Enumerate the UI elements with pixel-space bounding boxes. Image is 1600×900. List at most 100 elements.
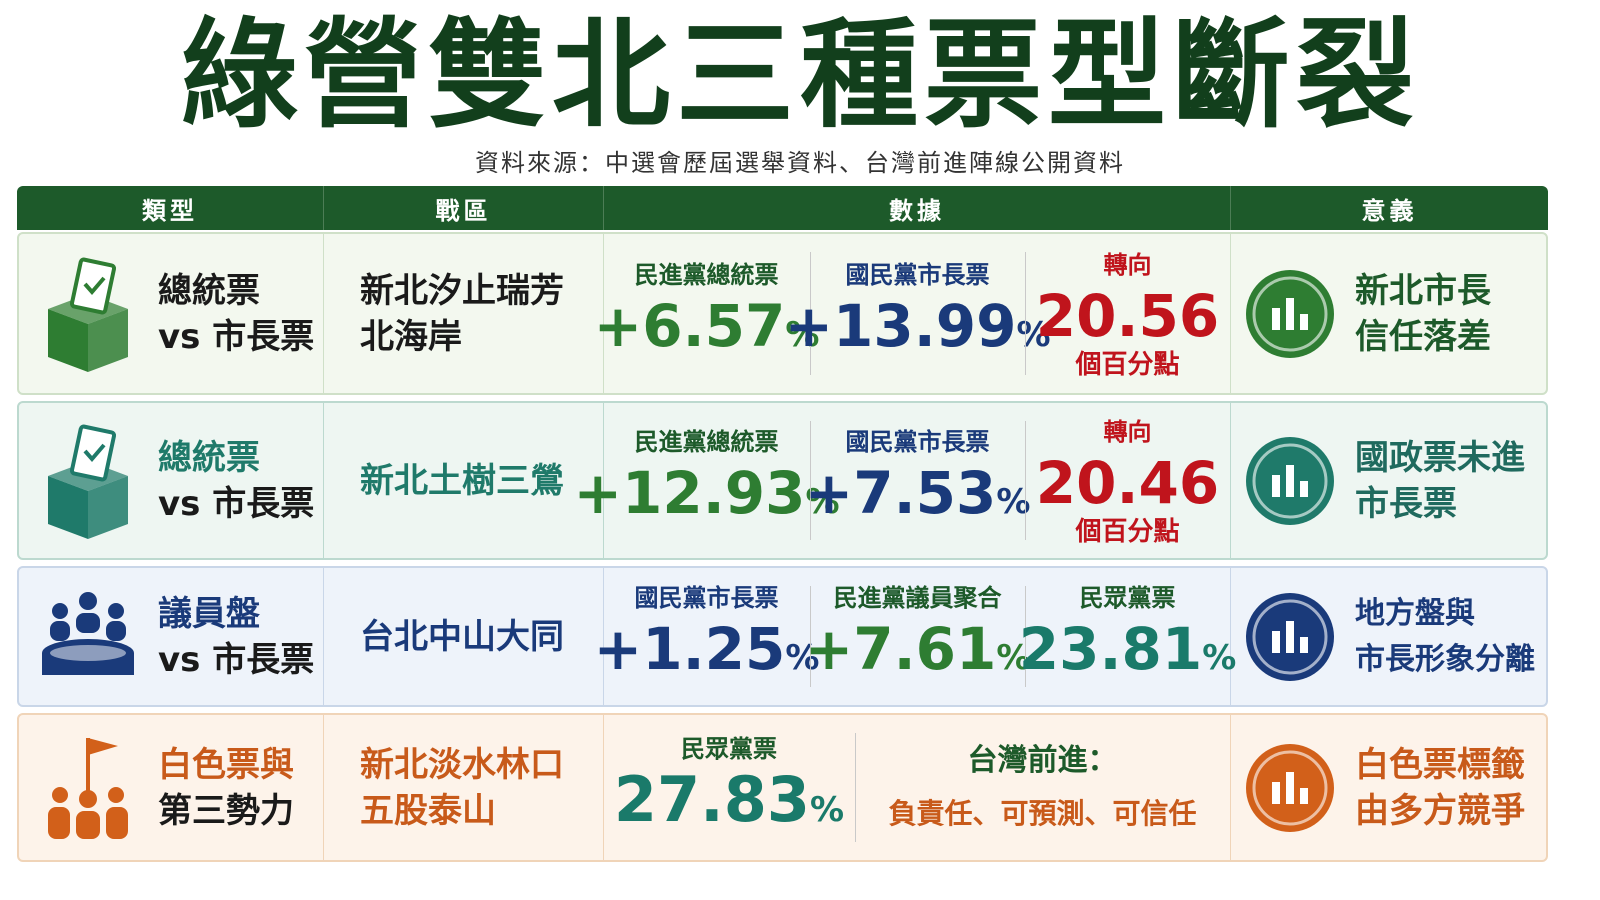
column-divider [1230, 401, 1231, 560]
district-text: 新北土樹三鶯 [360, 460, 564, 501]
type-icon [30, 713, 145, 862]
type-cell: 總統票 vs 市長票 [158, 232, 323, 395]
type-text: vs 市長票 [158, 639, 315, 680]
data-cell: 民進黨總統票 +12.93% [573, 401, 839, 560]
column-divider [323, 232, 324, 395]
data-value-line: +1.25% [594, 615, 820, 692]
column-divider [323, 566, 324, 707]
type-icon [30, 232, 145, 395]
meaning-text: 國政票未進 [1355, 437, 1525, 478]
meaning-icon [1240, 713, 1340, 862]
data-cell: 國民黨市長票 +7.53% [805, 401, 1031, 560]
meaning-text: 新北市長 [1355, 270, 1491, 311]
data-value-line: +6.57% [594, 292, 820, 369]
data-unit: % [805, 482, 840, 522]
source: 資料來源：中選會歷屆選舉資料、台灣前進陣線公開資料 [475, 149, 1125, 177]
data-unit: % [785, 638, 820, 678]
data-unit: % [810, 789, 845, 830]
meaning-icon [1240, 232, 1340, 395]
data-label: 轉向 [1103, 417, 1152, 446]
title: 綠營雙北三種票型斷裂 [179, 6, 1420, 144]
data-label: 轉向 [1103, 250, 1152, 279]
column-divider [603, 232, 604, 395]
data-label: 國民黨市長票 [845, 428, 990, 456]
type-text: 總統票 [158, 437, 260, 478]
data-cell: 民進黨議員聚合 +7.61% [805, 566, 1031, 707]
data-cell: 民眾黨票 23.81% [1019, 566, 1237, 707]
sub-divider [810, 421, 811, 540]
district-cell: 台北中山大同 [360, 566, 603, 707]
data-unit: % [1202, 638, 1237, 678]
data-value: 27.83 [613, 762, 811, 836]
data-value: +13.99 [784, 292, 1017, 360]
column-divider [323, 713, 324, 862]
data-value: +7.53 [804, 459, 997, 527]
data-note: 個百分點 [1075, 516, 1180, 547]
data-value: +6.57 [593, 292, 786, 360]
data-label: 民進黨議員聚合 [833, 584, 1002, 612]
type-icon [30, 566, 145, 707]
data-cell: 轉向 20.56 個百分點 [1025, 232, 1230, 395]
district-cell: 新北汐止瑞芳 北海岸 [360, 232, 603, 395]
district-text: 五股泰山 [360, 790, 496, 831]
data-label: 民進黨總統票 [634, 428, 779, 456]
data-value: 20.56 [1035, 281, 1220, 350]
sub-divider [1025, 421, 1026, 540]
data-label: 民眾黨票 [1079, 584, 1176, 612]
type-cell: 議員盤 vs 市長票 [158, 566, 323, 707]
data-label: 民進黨總統票 [634, 261, 779, 289]
type-text: 第三勢力 [158, 790, 294, 831]
column-header: 類型 [142, 196, 198, 225]
data-cell: 國民黨市長票 +1.25% [594, 566, 820, 707]
sub-divider [810, 586, 811, 687]
data-value-line: 27.83% [613, 762, 845, 844]
column-header: 數據 [603, 186, 1230, 230]
data-value-line: 20.56 [1036, 282, 1219, 350]
sub-divider [855, 733, 856, 842]
sub-divider [1025, 252, 1026, 375]
data-value-line: +7.53% [805, 459, 1031, 536]
meaning-text: 信任落差 [1355, 316, 1491, 357]
meaning-icon [1240, 566, 1340, 707]
meaning-text: 白色票標籤 [1355, 744, 1525, 785]
data-value-line: +12.93% [573, 459, 839, 536]
column-header: 意義 [1230, 186, 1548, 230]
sub-divider [1025, 586, 1026, 687]
data-cell: 轉向 20.46 個百分點 [1025, 401, 1230, 560]
data-label: 台灣前進： [967, 742, 1118, 778]
meaning-cell: 國政票未進 市長票 [1355, 401, 1545, 560]
meaning-icon [1240, 401, 1340, 560]
column-divider [603, 713, 604, 862]
district-text: 台北中山大同 [360, 616, 564, 657]
data-cell: 台灣前進： 負責任、可預測、可信任 [855, 713, 1230, 862]
data-value: 23.81 [1018, 615, 1203, 683]
data-value-line: +7.61% [805, 615, 1031, 692]
column-divider [1230, 566, 1231, 707]
meaning-cell: 地方盤與 市長形象分離 [1355, 566, 1545, 707]
data-value-line: 23.81% [1019, 615, 1237, 692]
data-label: 國民黨市長票 [845, 261, 990, 289]
type-text: vs 市長票 [158, 483, 315, 524]
column-divider [1230, 232, 1231, 395]
data-text: 負責任、可預測、可信任 [888, 796, 1197, 830]
meaning-text: 市長票 [1355, 483, 1457, 524]
data-unit: % [996, 482, 1031, 522]
district-text: 北海岸 [360, 316, 462, 357]
column-header: 戰區 [323, 186, 603, 230]
data-cell: 民進黨總統票 +6.57% [594, 232, 820, 395]
meaning-cell: 新北市長 信任落差 [1355, 232, 1545, 395]
district-text: 新北汐止瑞芳 [360, 270, 564, 311]
type-text: 議員盤 [158, 593, 260, 634]
meaning-text: 市長形象分離 [1355, 641, 1535, 677]
data-value: +12.93 [573, 459, 806, 527]
data-unit: % [1016, 315, 1051, 355]
data-cell: 民眾黨票 27.83% [603, 713, 855, 862]
column-divider [603, 401, 604, 560]
column-divider [323, 401, 324, 560]
data-value-line: +13.99% [784, 292, 1050, 369]
table-header [17, 186, 1548, 230]
data-unit: % [785, 315, 820, 355]
data-note: 個百分點 [1075, 349, 1180, 380]
data-value: +7.61 [804, 615, 997, 683]
